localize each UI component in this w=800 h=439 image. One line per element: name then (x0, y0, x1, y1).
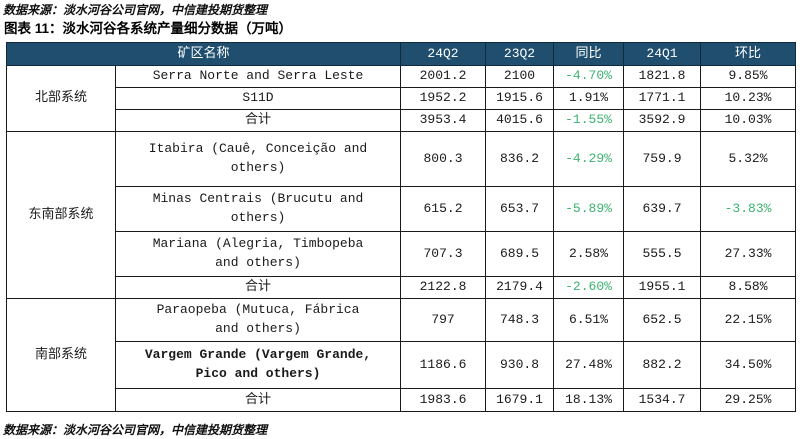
value-cell: 1.91% (553, 87, 625, 110)
value-cell: 800.3 (400, 131, 487, 187)
value-cell: 10.03% (700, 109, 797, 132)
value-cell: 29.25% (700, 388, 797, 412)
table-row: 南部系统 Paraopeba (Mutuca, Fábrica and othe… (6, 298, 797, 412)
value-cell: 5.32% (700, 131, 797, 187)
value-cell: -4.70% (553, 65, 625, 88)
table-row: 东南部系统 Itabira (Cauê, Conceição and other… (6, 131, 797, 299)
mine-cell: Paraopeba (Mutuca, Fábrica and others) (114, 298, 402, 342)
group-cell-south: 南部系统 (6, 298, 116, 412)
value-cell: 615.2 (400, 186, 487, 232)
table-row-total: 合计 3953.4 4015.6 -1.55% 3592.9 10.03% (7, 109, 797, 132)
value-cell: 759.9 (623, 131, 702, 187)
value-cell: 1821.8 (623, 65, 702, 88)
value-cell: 707.3 (400, 231, 487, 277)
value-cell: 2122.8 (400, 276, 487, 299)
value-cell: 1186.6 (400, 341, 487, 389)
source-note-bottom: 数据来源：淡水河谷公司官网，中信建投期货整理 (3, 423, 268, 437)
value-cell: 10.23% (700, 87, 797, 110)
total-label-cell: 合计 (114, 276, 402, 299)
mine-cell: Serra Norte and Serra Leste (114, 65, 402, 88)
mine-cell: Mariana (Alegria, Timbopeba and others) (114, 231, 402, 277)
value-cell: 1534.7 (623, 388, 702, 412)
value-cell: 1679.1 (485, 388, 555, 412)
value-cell: 882.2 (623, 341, 702, 389)
header-yoy: 同比 (553, 42, 625, 66)
total-label-cell: 合计 (114, 388, 402, 412)
value-cell: 8.58% (700, 276, 797, 299)
header-24q2: 24Q2 (400, 42, 487, 66)
table-header-row: 矿区名称 24Q2 23Q2 同比 24Q1 环比 (5, 42, 797, 66)
value-cell: 34.50% (700, 341, 797, 389)
value-cell: 4015.6 (485, 109, 555, 132)
value-cell: 639.7 (623, 186, 702, 232)
mine-cell: Vargem Grande (Vargem Grande, Pico and o… (114, 341, 402, 389)
value-cell: 6.51% (553, 298, 625, 342)
value-cell: 2100 (485, 65, 555, 88)
value-cell: -3.83% (700, 186, 797, 232)
table-row: S11D 1952.2 1915.6 1.91% 1771.1 10.23% (7, 87, 797, 110)
header-mine-name: 矿区名称 (5, 42, 402, 66)
header-qoq: 环比 (700, 42, 797, 66)
table-row: 北部系统 Serra Norte and Serra Leste 2001.2 … (6, 65, 797, 132)
group-cell-north: 北部系统 (6, 65, 116, 132)
table-row-total: 合计 1983.6 1679.1 18.13% 1534.7 29.25% (7, 388, 797, 412)
value-cell: 797 (400, 298, 487, 342)
value-cell: 3592.9 (623, 109, 702, 132)
value-cell: 3953.4 (400, 109, 487, 132)
value-cell: 689.5 (485, 231, 555, 277)
value-cell: -5.89% (553, 186, 625, 232)
mine-cell: Minas Centrais (Brucutu and others) (114, 186, 402, 232)
table-row: Mariana (Alegria, Timbopeba and others) … (7, 231, 797, 277)
value-cell: 27.48% (553, 341, 625, 389)
value-cell: 27.33% (700, 231, 797, 277)
value-cell: 2001.2 (400, 65, 487, 88)
value-cell: 555.5 (623, 231, 702, 277)
value-cell: 1955.1 (623, 276, 702, 299)
value-cell: 9.85% (700, 65, 797, 88)
header-23q2: 23Q2 (485, 42, 555, 66)
table-row: Minas Centrais (Brucutu and others) 615.… (7, 186, 797, 232)
header-24q1: 24Q1 (623, 42, 702, 66)
value-cell: 652.5 (623, 298, 702, 342)
value-cell: -2.60% (553, 276, 625, 299)
value-cell: 653.7 (485, 186, 555, 232)
value-cell: 18.13% (553, 388, 625, 412)
production-table: 矿区名称 24Q2 23Q2 同比 24Q1 环比 北部系统 Serra Nor… (5, 42, 797, 412)
value-cell: -1.55% (553, 109, 625, 132)
value-cell: 2.58% (553, 231, 625, 277)
value-cell: 1771.1 (623, 87, 702, 110)
chart-title: 图表 11：淡水河谷各系统产量细分数据（万吨） (4, 21, 293, 36)
value-cell: 748.3 (485, 298, 555, 342)
group-cell-southeast: 东南部系统 (6, 131, 116, 299)
table-row-total: 合计 2122.8 2179.4 -2.60% 1955.1 8.58% (7, 276, 797, 299)
value-cell: 2179.4 (485, 276, 555, 299)
value-cell: 1915.6 (485, 87, 555, 110)
table-row: Vargem Grande (Vargem Grande, Pico and o… (7, 341, 797, 389)
value-cell: 1983.6 (400, 388, 487, 412)
value-cell: -4.29% (553, 131, 625, 187)
value-cell: 1952.2 (400, 87, 487, 110)
mine-cell: S11D (114, 87, 402, 110)
value-cell: 930.8 (485, 341, 555, 389)
source-note-top: 数据来源：淡水河谷公司官网，中信建投期货整理 (3, 3, 268, 17)
value-cell: 22.15% (700, 298, 797, 342)
total-label-cell: 合计 (114, 109, 402, 132)
value-cell: 836.2 (485, 131, 555, 187)
mine-cell: Itabira (Cauê, Conceição and others) (114, 131, 402, 187)
